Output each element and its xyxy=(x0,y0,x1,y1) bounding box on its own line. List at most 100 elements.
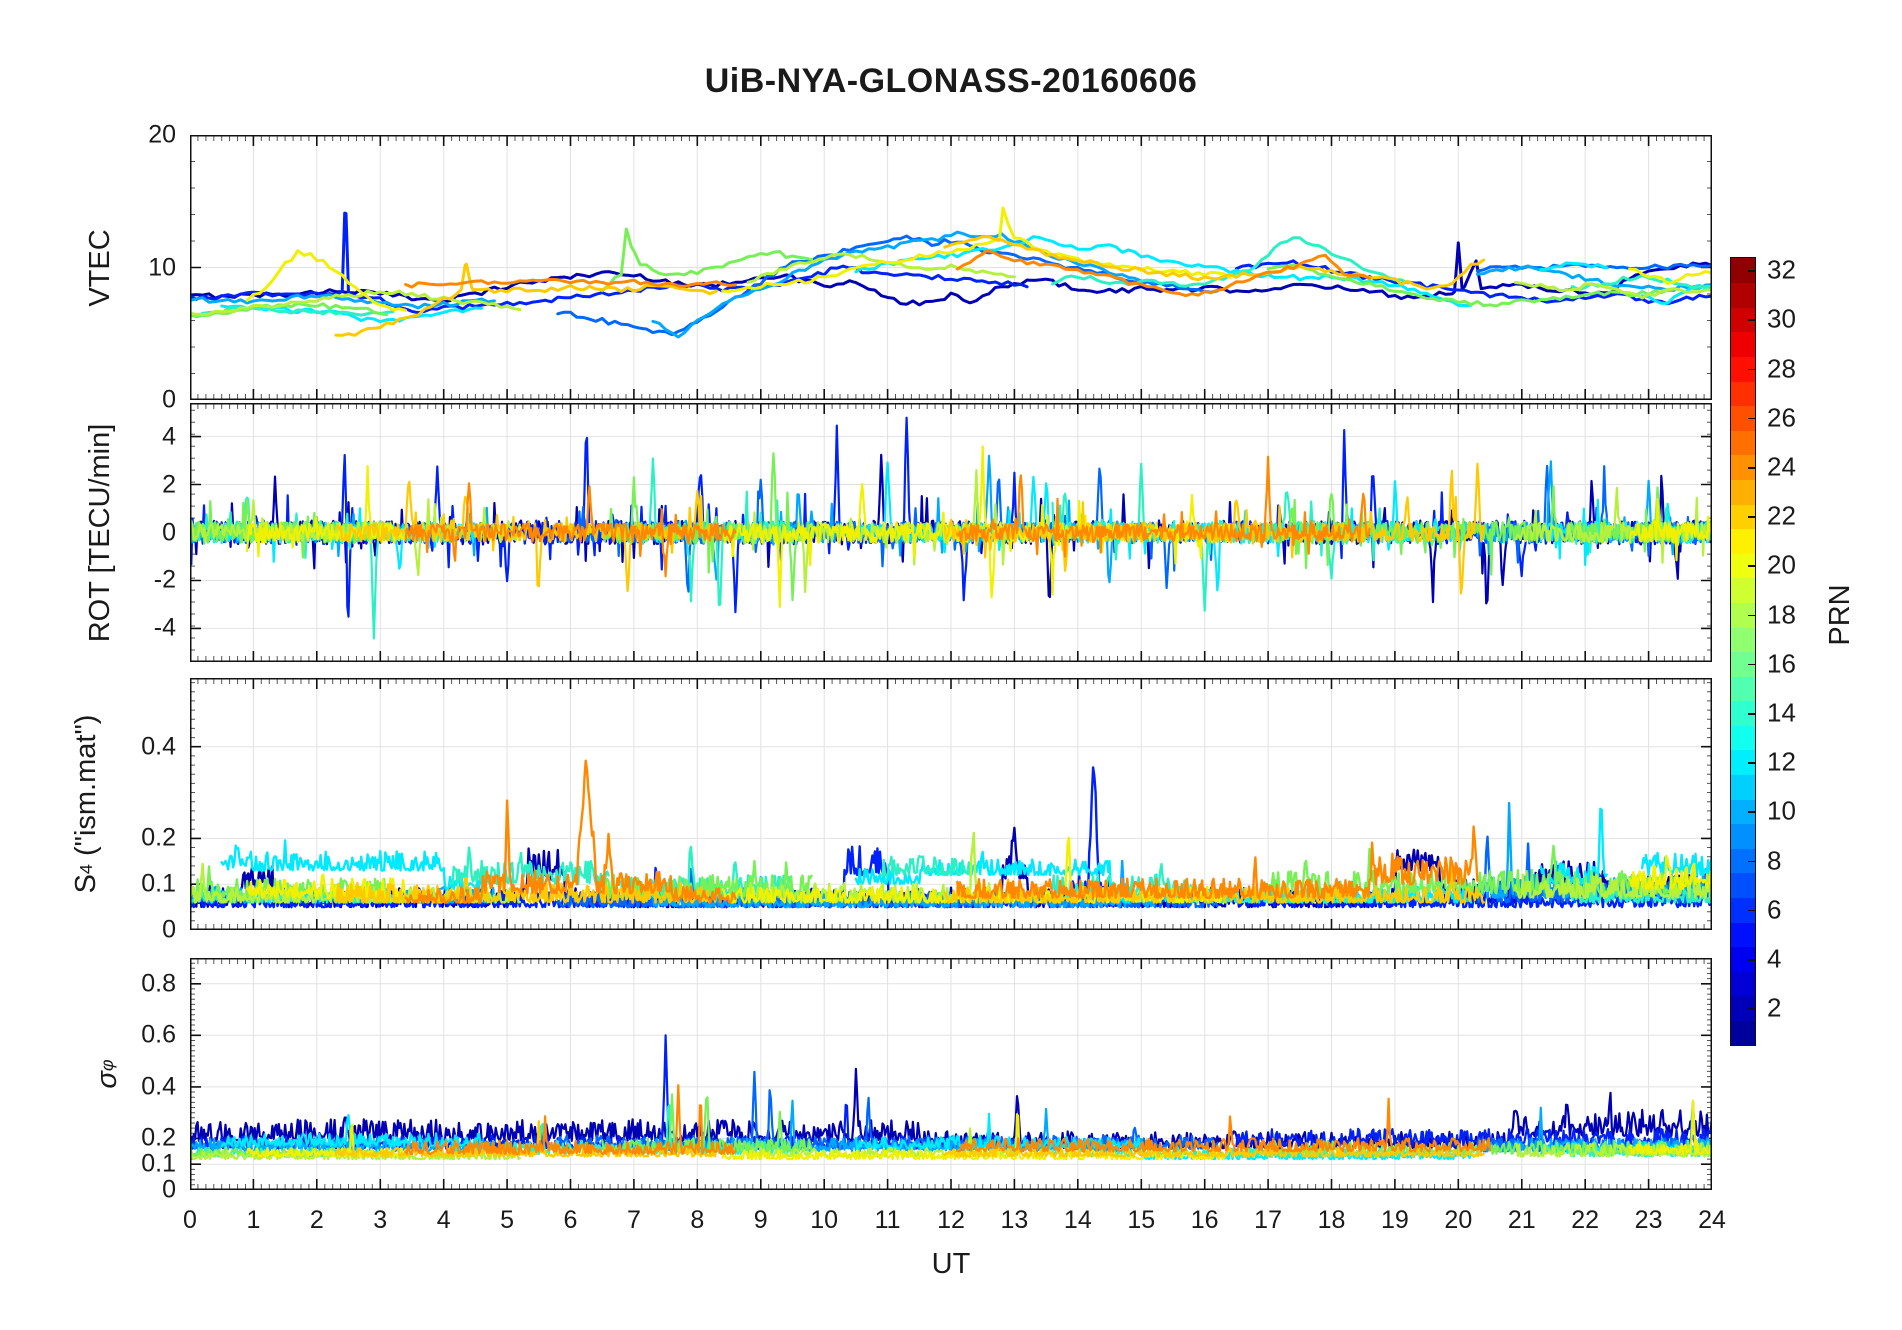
series-prn-22 xyxy=(334,1120,1485,1158)
colorbar-tick-label: 32 xyxy=(1767,254,1796,285)
series-prn-16 xyxy=(190,227,1676,319)
xtick-label: 12 xyxy=(937,1206,965,1234)
ytick-label-rot: -2 xyxy=(153,565,176,594)
panel-border xyxy=(190,403,1712,662)
ytick-label-s4: 0.2 xyxy=(141,823,176,852)
series-prn-24 xyxy=(404,455,1371,578)
colorbar-tick-label: 12 xyxy=(1767,746,1796,777)
ytick-label-s4: 0 xyxy=(162,915,176,944)
xtick-label: 22 xyxy=(1571,1206,1600,1234)
colorbar-tick xyxy=(1748,368,1755,371)
ytick-label-vtec: 10 xyxy=(148,253,176,281)
ytick-label-sigma: 0.1 xyxy=(141,1149,176,1178)
colorbar-step xyxy=(1731,971,1755,997)
xtick-label: 14 xyxy=(1063,1206,1092,1234)
xtick-label: 20 xyxy=(1444,1206,1473,1234)
colorbar-tick-label: 24 xyxy=(1767,451,1796,482)
ytick-label-rot: 4 xyxy=(162,422,176,451)
colorbar-tick xyxy=(1748,909,1755,912)
panel-rot-plot xyxy=(190,403,1712,662)
colorbar-tick xyxy=(1748,811,1755,813)
colorbar-tick xyxy=(1748,417,1755,420)
panel-sigma-plot xyxy=(190,958,1712,1190)
ytick-label-s4: 0.1 xyxy=(141,869,176,898)
xtick-label: 4 xyxy=(436,1206,451,1234)
x-axis-title: UT xyxy=(931,1248,971,1280)
ytick-label-sigma: 0 xyxy=(162,1175,176,1204)
major-ticks xyxy=(190,135,1712,400)
colorbar-tick xyxy=(1748,270,1755,272)
colorbar-step xyxy=(1731,430,1755,456)
minor-ticks xyxy=(190,403,1712,662)
colorbar-step xyxy=(1731,282,1755,308)
colorbar-tick-label: 28 xyxy=(1767,353,1796,384)
panel-vtec-plot xyxy=(190,135,1712,400)
colorbar-tick xyxy=(1748,614,1755,617)
colorbar-tick xyxy=(1748,319,1755,322)
xtick-label: 0 xyxy=(183,1206,197,1234)
colorbar-tick xyxy=(1748,516,1755,518)
ytick-label-vtec: 0 xyxy=(162,385,176,414)
major-ticks xyxy=(190,403,1712,662)
colorbar-step xyxy=(1731,872,1755,899)
xtick-label: 23 xyxy=(1634,1206,1663,1234)
minor-ticks xyxy=(190,135,1712,400)
ytick-label-sigma: 0.2 xyxy=(141,1123,176,1152)
colorbar-tick xyxy=(1748,958,1755,961)
ytick-label-sigma: 0.4 xyxy=(141,1072,176,1101)
colorbar-step xyxy=(1731,626,1755,653)
xtick-label: 8 xyxy=(690,1206,705,1234)
xtick-label: 18 xyxy=(1317,1206,1346,1234)
colorbar-tick xyxy=(1748,860,1755,863)
xtick-label: 6 xyxy=(563,1206,578,1234)
colorbar-tick xyxy=(1748,467,1755,469)
colorbar-step xyxy=(1731,774,1755,800)
colorbar-tick-label: 6 xyxy=(1767,894,1782,925)
colorbar-step xyxy=(1731,479,1755,505)
grid-lines xyxy=(190,678,1712,930)
ytick-label-rot: 2 xyxy=(162,470,176,499)
xtick-label: 5 xyxy=(500,1206,515,1234)
series-prn-24 xyxy=(404,249,1371,298)
colorbar-tick xyxy=(1748,663,1755,666)
colorbar-tick xyxy=(1748,762,1755,764)
colorbar-step xyxy=(1731,331,1755,357)
series-prn-24 xyxy=(404,1084,1492,1155)
ytick-label-s4: 0.4 xyxy=(141,732,176,761)
xtick-label: 15 xyxy=(1127,1206,1156,1234)
colorbar-step xyxy=(1731,528,1755,554)
xtick-label: 17 xyxy=(1254,1206,1282,1234)
colorbar-tick-label: 26 xyxy=(1767,402,1796,433)
minor-ticks xyxy=(190,958,1712,1190)
colorbar-step xyxy=(1731,1020,1755,1046)
colorbar-tick-label: 4 xyxy=(1767,943,1782,974)
panel-border xyxy=(190,678,1712,930)
grid-lines xyxy=(190,135,1712,400)
colorbar-tick-label: 22 xyxy=(1767,500,1796,531)
xtick-label: 2 xyxy=(309,1206,324,1234)
ytick-label-vtec: 20 xyxy=(148,120,176,149)
colorbar-tick-label: 30 xyxy=(1767,303,1796,334)
major-ticks xyxy=(190,678,1712,930)
colorbar-tick xyxy=(1748,1008,1755,1010)
colorbar-tick-label: 16 xyxy=(1767,648,1796,679)
colorbar-tick xyxy=(1748,712,1755,715)
colorbar-axis-title: PRN xyxy=(1823,584,1856,646)
xtick-label: 1 xyxy=(246,1206,261,1234)
colorbar-tick-label: 14 xyxy=(1767,697,1796,728)
xtick-label: 19 xyxy=(1381,1206,1409,1234)
colorbar-tick-label: 20 xyxy=(1767,549,1796,580)
xtick-label: 7 xyxy=(626,1206,641,1234)
xtick-label: 9 xyxy=(753,1206,768,1234)
colorbar-step xyxy=(1731,577,1755,603)
ytick-label-sigma: 0.8 xyxy=(141,969,176,998)
colorbar-step xyxy=(1731,823,1755,849)
series-prn-20 xyxy=(245,206,1712,312)
xtick-label: 13 xyxy=(1000,1206,1029,1234)
xtick-label: 21 xyxy=(1507,1206,1536,1234)
colorbar-tick-label: 2 xyxy=(1767,992,1782,1023)
series-prn-12 xyxy=(220,235,1712,324)
panel-border xyxy=(190,135,1712,400)
